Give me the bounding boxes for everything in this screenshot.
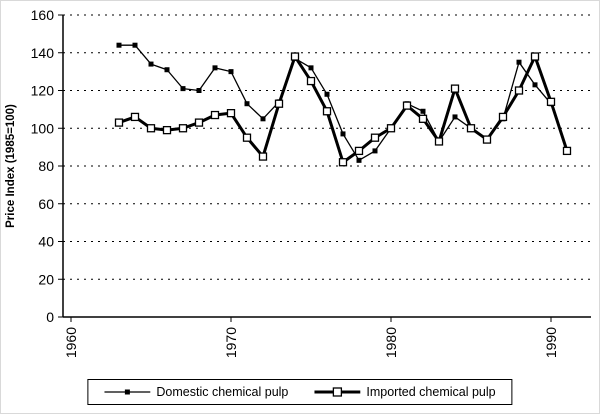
open-square-marker-icon <box>314 386 361 398</box>
legend-item-domestic: Domestic chemical pulp <box>104 385 288 399</box>
legend-label-domestic: Domestic chemical pulp <box>156 385 289 399</box>
svg-text:1970: 1970 <box>223 327 239 358</box>
svg-text:1980: 1980 <box>383 327 399 358</box>
svg-text:60: 60 <box>38 196 54 212</box>
svg-text:140: 140 <box>31 45 55 61</box>
filled-square-marker-icon <box>104 386 151 398</box>
legend-label-imported: Imported chemical pulp <box>366 385 496 399</box>
svg-text:0: 0 <box>46 309 54 325</box>
svg-text:40: 40 <box>38 234 54 250</box>
svg-text:1960: 1960 <box>63 327 79 358</box>
line-chart: 0 20 40 60 80 100 120 140 160 1960 1970 1980 1990 Pri… <box>5 7 591 358</box>
svg-text:120: 120 <box>31 83 55 99</box>
svg-text:160: 160 <box>31 7 55 23</box>
legend: Domestic chemical pulp Imported chemical… <box>87 379 513 405</box>
svg-text:Price Index (1985=100): Price Index (1985=100) <box>5 104 17 228</box>
legend-item-imported: Imported chemical pulp <box>314 385 496 399</box>
svg-text:20: 20 <box>38 271 54 287</box>
svg-text:1990: 1990 <box>543 327 559 358</box>
svg-text:80: 80 <box>38 158 54 174</box>
svg-text:100: 100 <box>31 120 55 136</box>
